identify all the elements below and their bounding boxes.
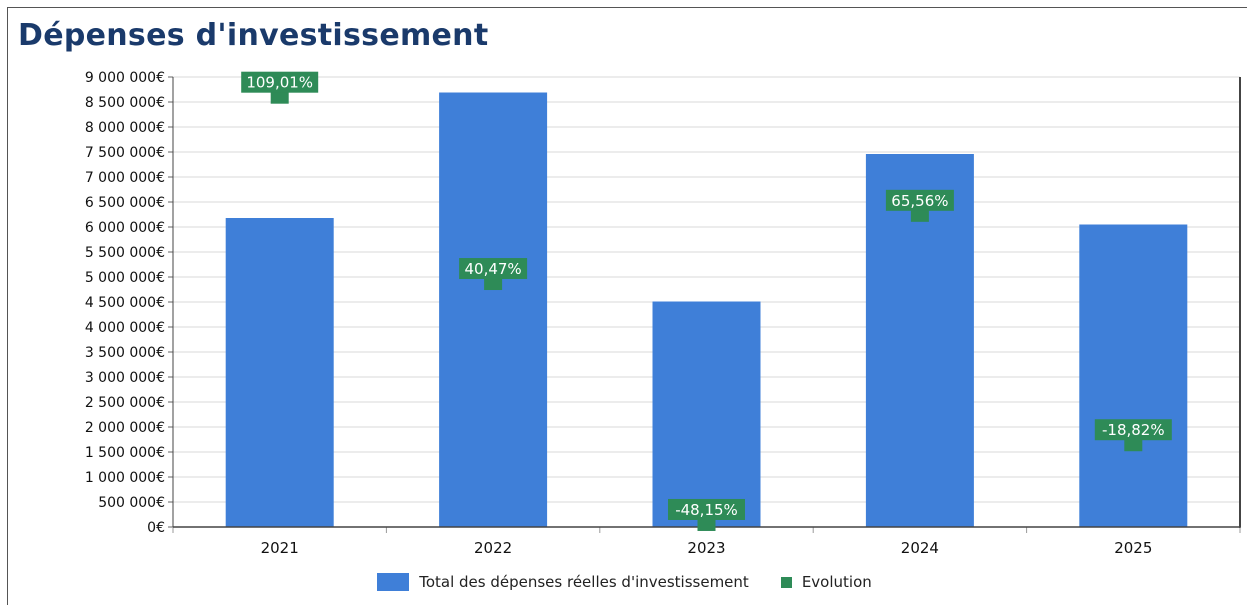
- y-tick-label: 2 500 000€: [85, 395, 165, 411]
- y-tick-label: 1 000 000€: [85, 470, 165, 486]
- y-tick-label: 3 500 000€: [85, 345, 165, 361]
- evolution-label: 40,47%: [464, 260, 521, 278]
- y-tick-label: 6 500 000€: [85, 195, 165, 211]
- y-tick-label: 500 000€: [98, 495, 165, 511]
- y-tick-label: 0€: [147, 520, 165, 536]
- y-tick-label: 1 500 000€: [85, 445, 165, 461]
- evolution-label: -48,15%: [675, 501, 738, 519]
- evolution-label-bg: [459, 258, 528, 280]
- y-tick-label: 5 000 000€: [85, 270, 165, 286]
- legend-evolution-label: Evolution: [801, 573, 872, 591]
- y-tick-label: 3 000 000€: [85, 370, 165, 386]
- legend: Total des dépenses réelles d'investissem…: [0, 570, 1249, 594]
- x-tick-label: 2025: [1114, 539, 1152, 557]
- y-tick-label: 9 000 000€: [85, 70, 165, 86]
- y-tick-label: 8 000 000€: [85, 120, 165, 136]
- y-tick-label: 6 000 000€: [85, 220, 165, 236]
- y-tick-label: 4 500 000€: [85, 295, 165, 311]
- bar-2021: [225, 218, 334, 527]
- evolution-label: -18,82%: [1102, 421, 1165, 439]
- bar-2022: [439, 92, 548, 527]
- bar-2025: [1079, 224, 1188, 527]
- x-tick-label: 2023: [687, 539, 725, 557]
- y-tick-label: 2 000 000€: [85, 420, 165, 436]
- legend-item-evolution[interactable]: Evolution: [780, 573, 872, 591]
- legend-item-bars[interactable]: Total des dépenses réelles d'investissem…: [377, 573, 749, 591]
- y-tick-label: 7 500 000€: [85, 145, 165, 161]
- y-tick-label: 8 500 000€: [85, 95, 165, 111]
- y-tick-label: 5 500 000€: [85, 245, 165, 261]
- evolution-label-bg: [885, 189, 954, 211]
- evolution-label-bg: [1094, 419, 1172, 441]
- y-tick-label: 7 000 000€: [85, 170, 165, 186]
- legend-bar-label: Total des dépenses réelles d'investissem…: [419, 573, 749, 591]
- evolution-label: 109,01%: [246, 74, 313, 92]
- legend-evolution-swatch: [780, 576, 792, 588]
- x-tick-label: 2024: [901, 539, 939, 557]
- evolution-label-bg: [241, 71, 319, 93]
- legend-bar-swatch: [377, 573, 410, 591]
- chart-frame: [7, 7, 1247, 605]
- evolution-label-bg: [668, 498, 745, 520]
- y-tick-label: 4 000 000€: [85, 320, 165, 336]
- chart-title: Dépenses d'investissement: [18, 18, 489, 53]
- bar-2023: [652, 301, 761, 527]
- x-tick-label: 2021: [261, 539, 299, 557]
- evolution-label: 65,56%: [891, 192, 948, 210]
- x-tick-label: 2022: [474, 539, 512, 557]
